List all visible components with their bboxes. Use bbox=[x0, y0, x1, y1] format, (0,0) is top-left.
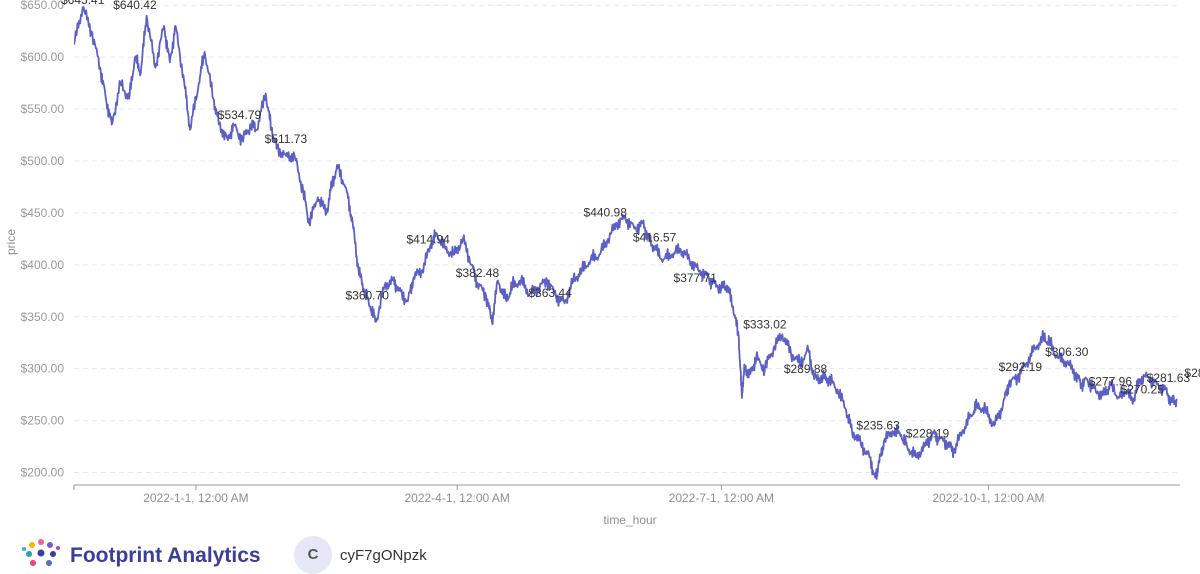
x-tick-label: 2022-4-1, 12:00 AM bbox=[404, 491, 509, 505]
y-tick-label: $400.00 bbox=[21, 258, 65, 272]
y-tick-label: $300.00 bbox=[21, 362, 65, 376]
data-label: $235.63 bbox=[856, 419, 900, 433]
data-label: $414.94 bbox=[406, 232, 450, 246]
y-tick-label: $600.00 bbox=[21, 50, 65, 64]
x-tick-label: 2022-10-1, 12:00 AM bbox=[932, 491, 1044, 505]
y-axis-title: price bbox=[4, 229, 18, 255]
brand-name[interactable]: Footprint Analytics bbox=[70, 544, 261, 567]
data-label: $292.19 bbox=[999, 360, 1043, 374]
data-label: $289.88 bbox=[784, 362, 828, 376]
data-label: $534.79 bbox=[218, 108, 262, 122]
footer: Footprint Analytics C cyF7gONpzk bbox=[0, 530, 1200, 574]
data-label: $228.19 bbox=[906, 426, 950, 440]
y-tick-label: $200.00 bbox=[21, 466, 65, 480]
price-line-chart: $200.00 $250.00 $300.00 $350.00 $400.00 $450.… bbox=[4, 0, 1200, 527]
data-label: $306.30 bbox=[1045, 345, 1089, 359]
data-label: $440.98 bbox=[584, 205, 628, 219]
data-label: $270.25 bbox=[1121, 383, 1165, 397]
data-labels: $645.41 $640.42 $534.79$511.73 $360.70 $414.… bbox=[61, 0, 1200, 440]
data-label: $277.96 bbox=[1089, 375, 1133, 389]
y-axis: $200.00 $250.00 $300.00 $350.00 $400.00 $450.… bbox=[21, 0, 65, 480]
data-label: $416.57 bbox=[633, 231, 677, 245]
data-label: $360.70 bbox=[345, 289, 389, 303]
data-label: $645.41 bbox=[61, 0, 105, 7]
x-tick-label: 2022-1-1, 12:00 AM bbox=[143, 491, 248, 505]
x-axis-title: time_hour bbox=[603, 513, 656, 527]
data-label: $281.63 bbox=[1147, 371, 1191, 385]
series-area bbox=[74, 6, 1178, 480]
y-tick-label: $500.00 bbox=[21, 154, 65, 168]
y-tick-label: $550.00 bbox=[21, 102, 65, 116]
x-tick-label: 2022-7-1, 12:00 AM bbox=[669, 491, 774, 505]
grid-lines bbox=[74, 4, 1180, 474]
y-tick-label: $350.00 bbox=[21, 310, 65, 324]
data-label: $363.44 bbox=[528, 286, 572, 300]
y-tick-label: $450.00 bbox=[21, 206, 65, 220]
data-label: $640.42 bbox=[113, 0, 157, 12]
avatar[interactable]: C bbox=[294, 536, 332, 574]
user-name[interactable]: cyF7gONpzk bbox=[340, 547, 427, 564]
y-tick-label: $650.00 bbox=[21, 0, 65, 12]
data-label: $377.71 bbox=[674, 271, 718, 285]
footprint-logo-icon[interactable] bbox=[20, 536, 62, 570]
x-axis: 2022-1-1, 12:00 AM 2022-4-1, 12:00 AM 2022… bbox=[73, 484, 1180, 505]
data-label: $511.73 bbox=[265, 132, 308, 146]
data-label: $382.48 bbox=[456, 266, 500, 280]
price-line bbox=[74, 6, 1178, 480]
data-label: $333.02 bbox=[743, 317, 787, 331]
data-label: $286.08 bbox=[1184, 366, 1200, 380]
y-tick-label: $250.00 bbox=[21, 414, 65, 428]
